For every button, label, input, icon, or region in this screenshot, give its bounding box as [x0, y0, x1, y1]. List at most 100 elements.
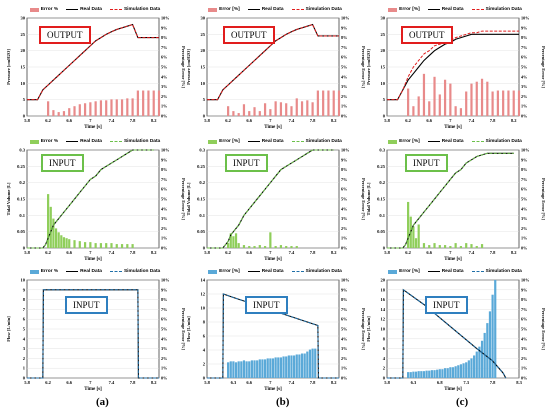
x-tick-label: 7.8: [490, 380, 496, 385]
error-bar: [237, 361, 240, 378]
y-tick-label: 0: [383, 376, 386, 381]
chart-panel-a-input: 0 0.05 0.1 0.15 0.2 0.25 0.3 0% 1% 2% 3% 4% 5% 6% 7% 8%…: [5, 138, 186, 266]
y-tick-label: 1: [23, 366, 26, 371]
error-bar: [407, 201, 410, 248]
legend: Error [%] Real Data Simulation Data: [185, 139, 365, 144]
y2-tick-label: 9%: [161, 157, 167, 162]
error-bar: [242, 245, 246, 248]
simulation-data-line: [27, 23, 159, 101]
y2-tick-label: 8%: [161, 35, 167, 40]
legend-real-swatch: [247, 141, 260, 142]
x-tick-label: 6.2: [225, 118, 231, 123]
y2-tick-label: 3%: [161, 84, 167, 89]
legend-error-swatch: [208, 7, 218, 12]
error-bar: [454, 243, 457, 248]
x-tick-label: 6.8: [437, 380, 443, 385]
error-bar: [65, 238, 68, 248]
y-tick-label: 8: [203, 320, 206, 325]
y2-tick-label: 3%: [161, 346, 167, 351]
simulation-data-line: [27, 289, 159, 379]
y-tick-label: 0: [203, 246, 206, 251]
x-tick-label: 7.4: [469, 250, 475, 255]
error-bar: [274, 101, 277, 116]
y2-tick-label: 3%: [521, 216, 527, 221]
error-bar: [300, 353, 304, 378]
y-tick-label: 4: [203, 348, 206, 353]
legend-error-swatch: [388, 7, 398, 12]
legend-error-label: Error [%]: [399, 269, 420, 274]
y2-tick-label: 1%: [521, 236, 527, 241]
error-bar: [517, 90, 521, 116]
error-bar: [131, 244, 134, 248]
y-axis-label: Pressure [cmH2O]: [366, 49, 371, 85]
x-tick-label: 8.2: [511, 250, 517, 255]
y2-tick-label: 10%: [521, 16, 529, 21]
y-tick-label: 18: [381, 287, 386, 292]
error-bar: [316, 90, 319, 116]
x-tick-label: 5.8: [24, 380, 30, 385]
legend-error-label: Error %: [40, 139, 59, 144]
error-bar: [269, 109, 272, 116]
error-bar: [285, 246, 288, 248]
y2-tick-label: 7%: [161, 307, 167, 312]
error-bar: [467, 360, 470, 378]
error-bar: [491, 91, 494, 116]
error-bar: [293, 355, 296, 378]
legend-error-label: Error [%]: [219, 139, 240, 144]
y2-tick-label: 0%: [161, 114, 167, 119]
x-tick-label: 6.6: [66, 380, 72, 385]
y-tick-label: 0.1: [379, 213, 385, 218]
y-tick-label: 25: [381, 32, 386, 37]
x-tick-label: 7: [269, 250, 272, 255]
error-bar: [491, 294, 494, 378]
error-bar: [282, 356, 285, 378]
chart-svg-b-flow: 0 2 4 6 8 10 12 14 0% 1% 2% 3% 4% 5% 6% 7% 8% 9% 10% 5.8 6.3…: [186, 278, 366, 393]
error-bar: [253, 246, 256, 248]
legend-error-label: Error %: [40, 7, 59, 12]
error-bar: [465, 362, 468, 378]
error-bar: [131, 98, 134, 116]
legend-sim-label: Simulation Data: [123, 269, 161, 274]
y2-tick-label: 2%: [341, 226, 347, 231]
y-tick-label: 2: [203, 362, 206, 367]
error-bar: [409, 372, 412, 378]
x-tick-label: 5.8: [384, 250, 390, 255]
error-bar: [478, 346, 481, 378]
y2-tick-label: 7%: [521, 307, 527, 312]
y2-tick-label: 7%: [521, 177, 527, 182]
legend-sim-swatch: [471, 141, 484, 142]
y-tick-label: 5: [383, 97, 386, 102]
error-bar: [261, 359, 264, 378]
error-bar: [269, 232, 272, 248]
y2-tick-label: 5%: [341, 65, 347, 70]
panel-title-b-input: INPUT: [225, 154, 268, 172]
y-tick-label: 5: [23, 97, 26, 102]
error-bar: [298, 354, 301, 378]
legend-real-swatch: [66, 9, 79, 10]
y2-tick-label: 0%: [521, 246, 527, 251]
legend-error-swatch: [29, 7, 39, 12]
error-bar: [256, 360, 259, 378]
y-axis-label: Flow [L/min]: [186, 316, 191, 342]
chart-panel-c-flow: 0 2 4 6 8 10 12 14 16 18 20 0% 1% 2% 3% 4% 5% 6% 7% 8% 9% 10%…: [365, 268, 546, 396]
legend-real: Real Data: [427, 269, 464, 274]
panel-title-b-flow: INPUT: [245, 296, 288, 314]
legend: Error % Real Data Simulation Data: [5, 7, 185, 12]
legend-real-swatch: [427, 271, 440, 272]
error-bar: [271, 358, 275, 378]
x-tick-label: 7: [89, 250, 92, 255]
error-bar: [120, 244, 124, 248]
y-axis-label: Flow [L/min]: [6, 316, 11, 342]
y2-tick-label: 0%: [341, 114, 347, 119]
y2-tick-label: 5%: [161, 65, 167, 70]
y-tick-label: 0.05: [197, 229, 206, 234]
x-tick-label: 6.6: [246, 118, 252, 123]
error-bar: [414, 238, 418, 248]
error-bar: [422, 73, 426, 116]
x-axis-label: Time [s]: [264, 387, 282, 392]
error-bar: [449, 83, 452, 116]
legend-error-label: Error [%]: [219, 269, 240, 274]
error-bar: [470, 244, 473, 248]
error-bar: [438, 94, 441, 116]
error-bar: [105, 100, 108, 116]
